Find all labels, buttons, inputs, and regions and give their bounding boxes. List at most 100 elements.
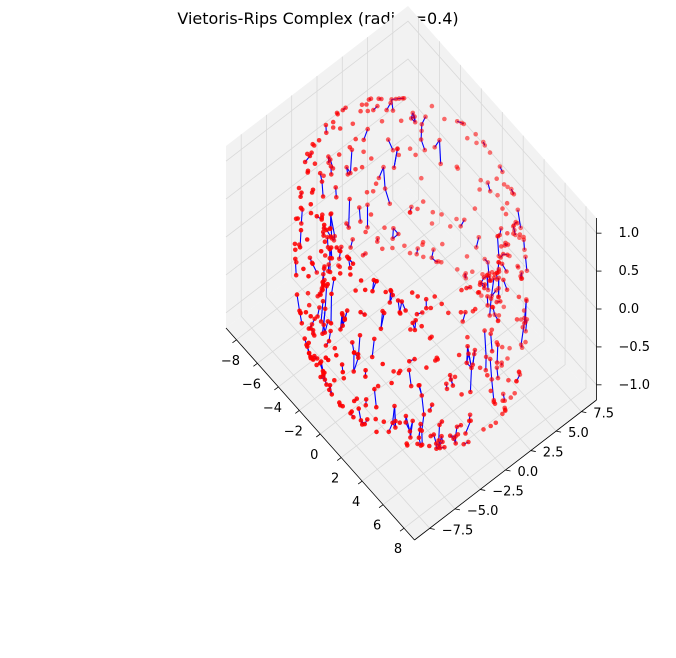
data-point xyxy=(452,374,458,380)
data-point xyxy=(512,227,517,233)
data-point xyxy=(417,427,423,433)
data-point xyxy=(302,336,308,341)
x-tick-mark xyxy=(232,339,237,344)
data-point xyxy=(524,268,530,274)
data-point xyxy=(410,418,416,424)
data-point xyxy=(418,443,424,448)
data-point xyxy=(498,255,503,260)
data-point xyxy=(483,367,489,373)
data-point xyxy=(298,194,303,199)
data-point xyxy=(474,245,479,250)
data-point xyxy=(407,250,413,256)
data-point xyxy=(336,256,342,262)
data-point xyxy=(511,192,517,197)
data-point xyxy=(326,154,331,159)
data-point xyxy=(456,352,462,358)
edge xyxy=(371,338,375,358)
z-gridline xyxy=(225,134,597,348)
x-gridline xyxy=(382,182,566,506)
data-point xyxy=(381,164,386,170)
edge xyxy=(489,358,493,380)
data-point xyxy=(303,310,309,315)
data-point xyxy=(419,122,425,127)
data-point xyxy=(376,175,382,181)
data-point xyxy=(437,445,443,451)
x-tick-label: −2 xyxy=(284,424,303,439)
data-point xyxy=(459,120,465,126)
data-point xyxy=(485,294,490,299)
data-point xyxy=(514,317,520,322)
data-point xyxy=(333,185,339,190)
z-tick-label: 0.0 xyxy=(619,302,640,317)
data-point xyxy=(301,266,306,272)
data-point xyxy=(299,221,304,226)
data-point xyxy=(404,441,410,446)
data-point xyxy=(442,116,447,122)
data-point xyxy=(357,333,363,338)
data-point xyxy=(310,327,316,333)
data-point xyxy=(328,321,334,326)
data-point xyxy=(465,135,470,141)
data-point xyxy=(522,315,527,321)
x-tick-label: 2 xyxy=(331,472,339,487)
data-point xyxy=(465,334,470,340)
data-point xyxy=(428,305,434,311)
x-gridline xyxy=(278,64,461,388)
edge xyxy=(373,389,377,408)
data-point xyxy=(440,439,445,445)
edge xyxy=(484,330,487,357)
edge xyxy=(496,236,500,257)
edge xyxy=(296,294,301,311)
data-point xyxy=(410,110,416,116)
y-tick-label: 7.5 xyxy=(593,407,614,422)
data-point xyxy=(408,383,414,389)
data-point xyxy=(409,290,415,295)
data-point xyxy=(327,387,332,393)
data-point xyxy=(347,145,353,150)
data-point xyxy=(318,359,324,364)
data-point xyxy=(294,292,300,297)
data-point xyxy=(365,417,370,422)
data-point xyxy=(418,421,423,427)
data-point xyxy=(517,232,523,237)
data-point xyxy=(309,322,315,327)
data-point xyxy=(459,287,464,293)
data-point xyxy=(448,377,454,382)
data-point xyxy=(482,143,488,148)
data-point xyxy=(396,370,402,376)
y-tick-label: −7.5 xyxy=(442,523,474,538)
data-point xyxy=(504,287,510,293)
data-point xyxy=(305,170,311,175)
data-point xyxy=(321,222,327,228)
data-point xyxy=(363,403,369,408)
y-tick-mark xyxy=(454,508,461,511)
data-point xyxy=(444,386,450,392)
data-point xyxy=(418,137,424,142)
x-tick-label: 4 xyxy=(352,495,360,510)
data-point xyxy=(472,206,478,211)
edge xyxy=(324,286,328,309)
data-point xyxy=(519,270,524,275)
data-point xyxy=(325,281,331,287)
data-point xyxy=(395,298,401,303)
data-point xyxy=(463,431,468,436)
data-point xyxy=(319,217,325,222)
data-point xyxy=(499,363,505,368)
data-point xyxy=(505,231,510,236)
edge xyxy=(409,420,414,438)
data-point xyxy=(416,435,422,441)
data-point xyxy=(488,388,494,394)
data-point xyxy=(358,278,364,283)
y-tick-label: 0.0 xyxy=(518,465,539,480)
data-point xyxy=(501,182,507,187)
data-point xyxy=(500,398,506,404)
data-point xyxy=(398,118,404,124)
data-point xyxy=(390,236,396,241)
data-point xyxy=(408,116,414,121)
data-point xyxy=(347,196,352,202)
data-point xyxy=(509,186,514,192)
data-point xyxy=(482,282,488,287)
data-point xyxy=(334,353,339,358)
data-point xyxy=(390,292,396,298)
x-tick-label: −4 xyxy=(263,401,282,416)
